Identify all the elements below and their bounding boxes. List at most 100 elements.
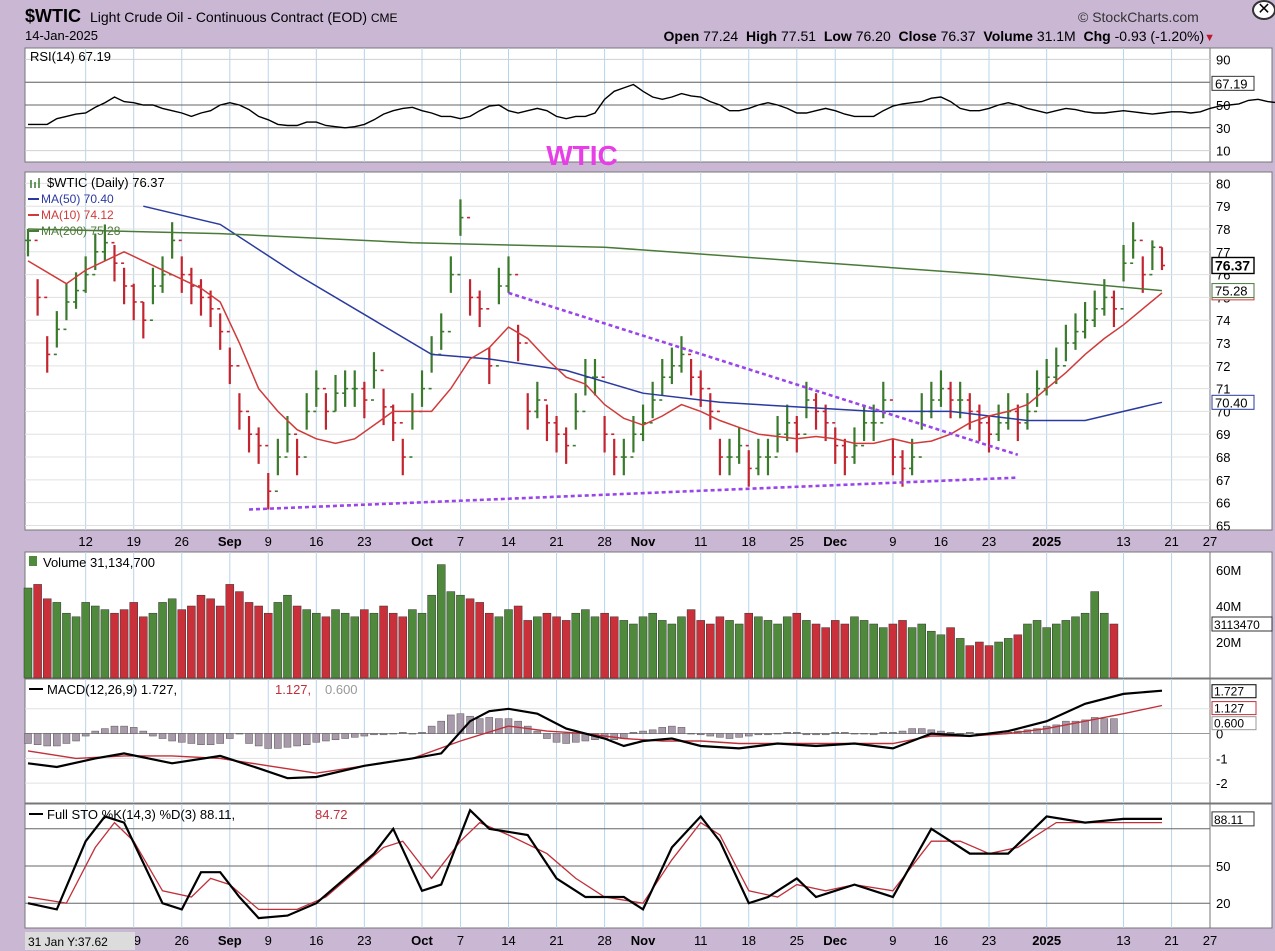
macd-hist-bar (850, 733, 859, 735)
macd-hist-bar (869, 733, 878, 736)
volume-bar (1032, 620, 1042, 679)
volume-bar (379, 605, 388, 679)
price-bar (813, 393, 820, 430)
price-bar (1149, 240, 1156, 276)
down-arrow-icon: ▼ (1204, 32, 1215, 44)
volume-bar (619, 620, 629, 679)
macd-hist-bar (149, 733, 157, 737)
price-bar (467, 216, 474, 316)
price-bar (303, 393, 310, 458)
footer-readout: 31 Jan Y:37.62 (28, 935, 108, 949)
volume-bar (802, 620, 811, 679)
sto-last-label: 88.11 (1214, 813, 1243, 827)
price-bar (1130, 222, 1137, 265)
macd-hist-bar (879, 732, 888, 734)
volume-bar (917, 623, 926, 679)
macd-hist-bar (62, 733, 71, 744)
volume-legend-icon (29, 556, 37, 566)
volume-bar (196, 594, 206, 679)
price-tick-label: 68 (1216, 450, 1230, 465)
macd-hist-bar (110, 725, 119, 734)
x-tick-label: 9 (889, 534, 896, 549)
macd-hist-bar (178, 733, 186, 743)
chart-header: $WTIC Light Crude Oil - Continuous Contr… (0, 0, 1275, 46)
ma-legend-label: MA(200) 75.28 (41, 224, 121, 238)
price-bar (447, 256, 454, 333)
volume-bar (686, 609, 696, 679)
price-bar (486, 308, 493, 385)
macd-tick-label: 0 (1216, 727, 1223, 742)
price-bar (246, 410, 253, 453)
volume-bar (936, 634, 946, 679)
price-bar (73, 272, 80, 309)
volume-bar (417, 612, 427, 679)
macd-hist-bar (33, 733, 42, 745)
axis-rsi (1209, 47, 1273, 163)
price-bar (505, 256, 512, 293)
macd-hist-bar (1062, 720, 1070, 734)
macd-line (27, 689, 1163, 780)
rsi-line (28, 83, 1275, 129)
x-tick-label: 2025 (1032, 534, 1061, 549)
volume-bar (100, 609, 110, 679)
volume-bar (850, 616, 859, 679)
volume-bar (187, 605, 196, 679)
macd-hist-bar (860, 733, 868, 735)
price-bar (226, 330, 233, 385)
rsi-last-label: 67.19 (1215, 76, 1248, 91)
price-tick-label: 72 (1216, 359, 1230, 374)
price-bar (197, 279, 204, 316)
price-bar (553, 415, 560, 453)
x-tick-label-bottom: 2025 (1032, 933, 1061, 948)
macd-hist-bar (677, 727, 686, 734)
close-icon[interactable]: ✕ (1252, 0, 1275, 20)
macd-hist-bar (1100, 718, 1109, 734)
price-bar (82, 256, 89, 293)
price-bar (745, 444, 752, 487)
macd-hist-bar (562, 733, 570, 744)
price-tick-label: 74 (1216, 313, 1230, 328)
volume-bar (859, 620, 869, 679)
x-tick-label: 14 (501, 534, 515, 549)
volume-bar (42, 598, 52, 679)
volume-bar (1023, 623, 1032, 679)
macd-hist-bar (206, 733, 215, 745)
rsi-title: RSI(14) 67.19 (30, 49, 111, 64)
volume-bar (561, 620, 571, 679)
x-tick-label: 27 (1203, 534, 1217, 549)
x-tick-label: 25 (790, 534, 804, 549)
macd-hist-bar (1110, 718, 1118, 734)
volume-last-label: 3113470 (1214, 618, 1260, 632)
price-bar (976, 404, 983, 442)
x-tick-label: 23 (982, 534, 996, 549)
sto-k-line (27, 808, 1162, 920)
x-tick-label: 16 (309, 534, 323, 549)
volume-bar (321, 616, 331, 679)
price-bar (399, 422, 406, 476)
price-bar (1139, 239, 1146, 293)
x-tick-label: Sep (218, 534, 242, 549)
macd-hist-bar (235, 733, 244, 735)
price-bar (121, 262, 128, 305)
macd-hist-bar (552, 733, 561, 743)
volume-bar (513, 605, 523, 679)
price-bar (495, 267, 502, 367)
ma-last-box (1211, 394, 1255, 410)
price-tick-label: 79 (1216, 199, 1230, 214)
volume-bar (158, 602, 167, 679)
volume-bar (283, 594, 292, 679)
volume-bar (388, 612, 398, 679)
volume-bar (331, 609, 340, 679)
macd-hist-bar (293, 733, 301, 747)
volume-bar (907, 627, 917, 679)
macd-hist-bar (101, 728, 109, 734)
macd-hist-bar (264, 733, 272, 749)
volume-bar (340, 612, 350, 679)
macd-hist-bar (687, 733, 695, 735)
volume-bar (984, 645, 994, 679)
x-tick-label: Oct (411, 534, 433, 549)
volume-bar (264, 612, 273, 679)
macd-hist-bar (754, 733, 763, 736)
price-bar (217, 308, 224, 350)
macd-last-box (1211, 716, 1257, 731)
